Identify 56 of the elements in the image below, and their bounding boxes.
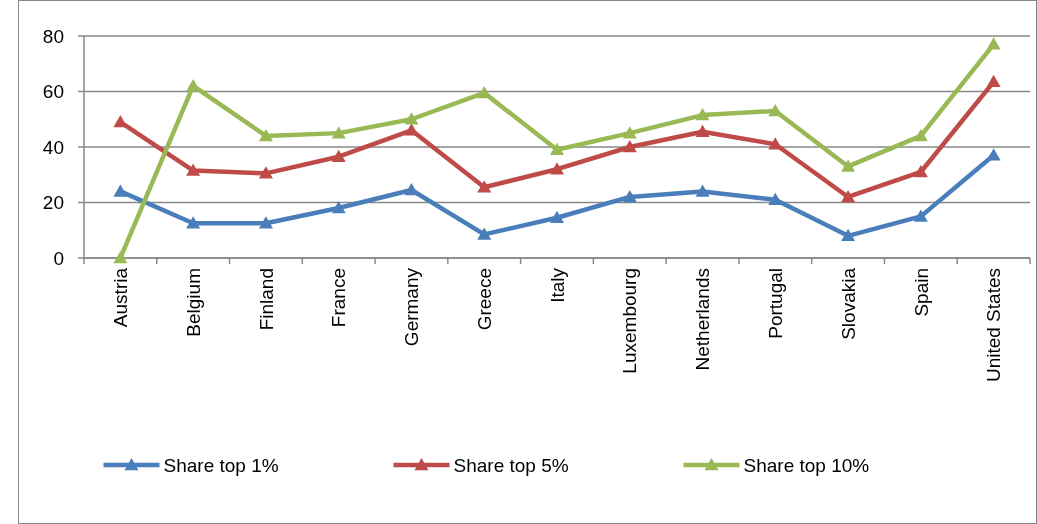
point xyxy=(477,180,492,193)
point xyxy=(986,148,1001,161)
point xyxy=(622,140,637,153)
point xyxy=(331,149,346,162)
point xyxy=(622,126,637,139)
x-tick-label: Austria xyxy=(110,267,132,328)
x-tick-label: Slovakia xyxy=(837,267,859,340)
point xyxy=(258,166,273,179)
point xyxy=(986,74,1001,88)
legend-label: Share top 10% xyxy=(743,454,870,476)
y-tick-label: 60 xyxy=(42,81,64,103)
point xyxy=(186,216,201,229)
point xyxy=(404,183,419,196)
point xyxy=(841,159,856,172)
point xyxy=(113,251,128,264)
x-tick-label: Luxembourg xyxy=(619,268,641,374)
point xyxy=(550,162,564,175)
point xyxy=(768,192,783,205)
point xyxy=(913,164,928,178)
point xyxy=(477,227,492,240)
x-tick-label: Netherlands xyxy=(692,268,714,371)
point xyxy=(186,163,201,176)
point xyxy=(913,209,928,222)
point xyxy=(841,189,856,203)
point xyxy=(331,201,346,214)
point xyxy=(695,184,710,197)
x-tick-label: France xyxy=(328,268,350,328)
point xyxy=(550,142,564,156)
point xyxy=(622,189,637,203)
x-tick-label: Italy xyxy=(546,267,568,303)
legend-label: Share top 5% xyxy=(453,454,569,476)
point xyxy=(695,108,710,121)
x-tick-label: Greece xyxy=(473,268,495,331)
point xyxy=(913,128,928,142)
x-tick-label: Portugal xyxy=(764,268,786,339)
point xyxy=(113,184,128,197)
y-tick-label: 80 xyxy=(42,25,64,47)
point xyxy=(695,124,710,137)
y-tick-label: 0 xyxy=(53,247,64,269)
x-tick-label: Spain xyxy=(910,268,932,317)
point xyxy=(331,126,346,139)
x-tick-label: United States xyxy=(983,268,1005,383)
point xyxy=(258,216,273,229)
point xyxy=(550,210,564,224)
x-tick-label: Germany xyxy=(401,267,423,347)
y-tick-label: 20 xyxy=(42,192,64,214)
legend-label: Share top 1% xyxy=(163,454,279,476)
point xyxy=(404,123,419,136)
point xyxy=(841,228,856,242)
point xyxy=(986,37,1001,50)
point xyxy=(768,103,783,117)
x-tick-label: Finland xyxy=(255,268,277,331)
point xyxy=(258,128,273,142)
point xyxy=(404,112,419,125)
x-tick-label: Belgium xyxy=(182,268,204,337)
y-tick-label: 40 xyxy=(42,136,64,158)
